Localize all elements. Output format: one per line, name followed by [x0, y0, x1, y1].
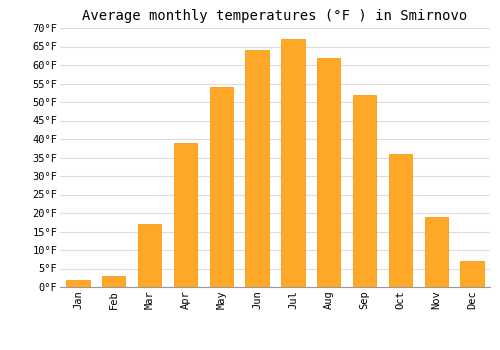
Bar	[317, 58, 340, 287]
Title: Average monthly temperatures (°F ) in Smirnovo: Average monthly temperatures (°F ) in Sm…	[82, 9, 468, 23]
Bar	[174, 143, 197, 287]
Bar	[460, 261, 483, 287]
Bar	[424, 217, 448, 287]
Bar	[389, 154, 412, 287]
Bar	[66, 280, 90, 287]
Bar	[210, 87, 233, 287]
Bar	[246, 50, 268, 287]
Bar	[282, 39, 304, 287]
Bar	[102, 276, 126, 287]
Bar	[353, 94, 376, 287]
Bar	[138, 224, 161, 287]
